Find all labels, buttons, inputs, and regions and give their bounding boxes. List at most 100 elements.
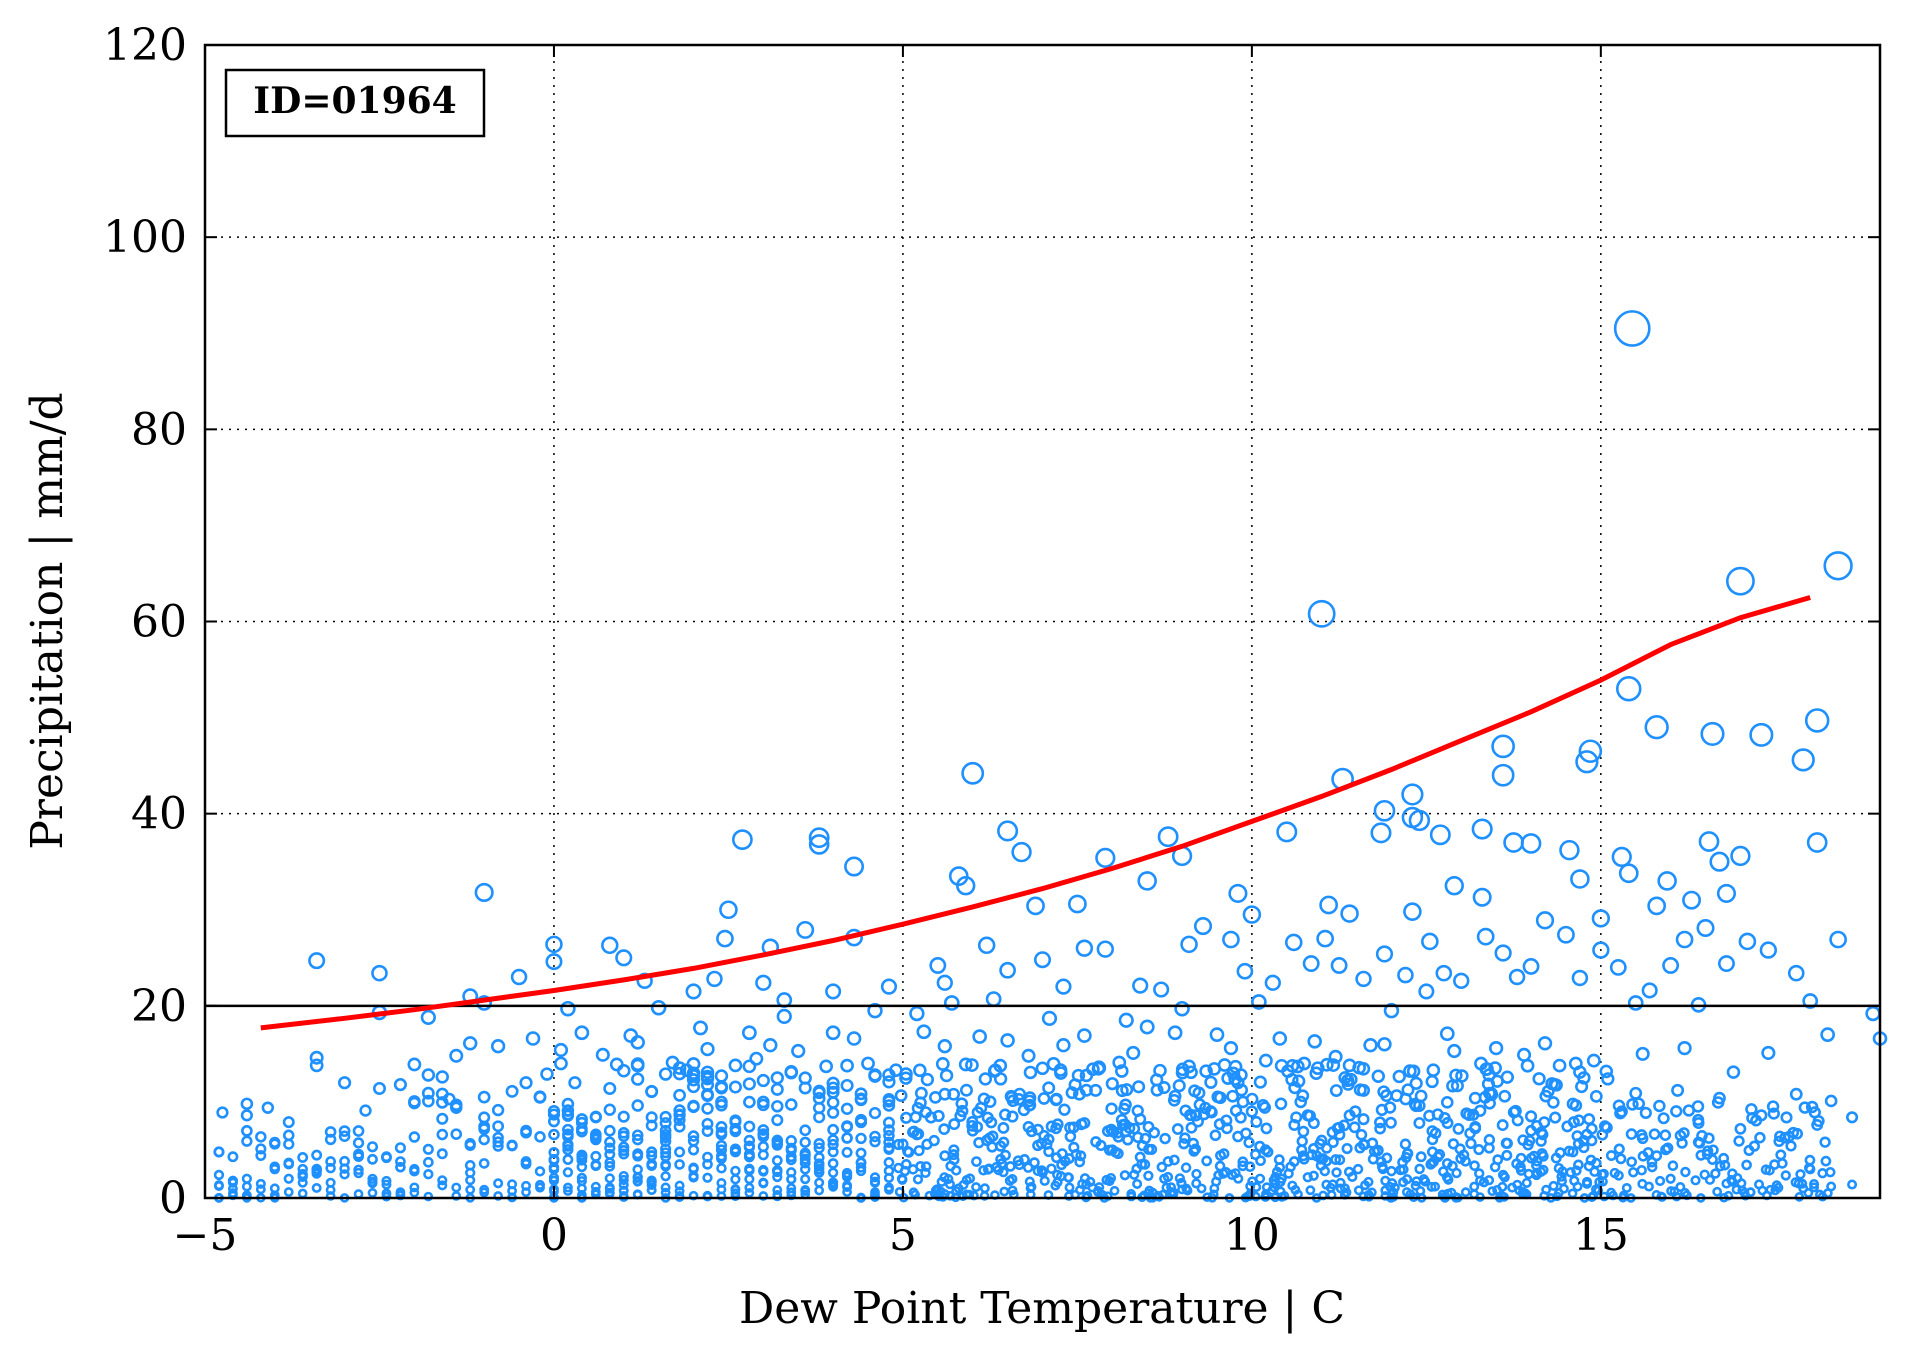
- scatter-point: [1381, 1152, 1393, 1164]
- scatter-point: [658, 1067, 673, 1081]
- scatter-point: [1228, 883, 1248, 903]
- scatter-point: [685, 983, 702, 1000]
- scatter-point: [948, 1149, 960, 1161]
- scatter-point: [1572, 1181, 1583, 1192]
- scatter-point: [855, 1116, 868, 1129]
- scatter-point: [631, 1099, 644, 1112]
- scatter-point: [796, 920, 815, 939]
- scatter-point: [1636, 1165, 1647, 1176]
- scatter-point: [1366, 1187, 1377, 1198]
- scatter-point: [1222, 930, 1240, 949]
- scatter-point: [1191, 1115, 1204, 1128]
- x-tick-label: −5: [173, 1210, 238, 1261]
- scatter-point: [715, 1139, 728, 1152]
- scatter-point: [1065, 1086, 1079, 1100]
- scatter-point: [1440, 1096, 1454, 1109]
- scatter-point: [1256, 1098, 1270, 1112]
- scatter-point: [1698, 831, 1720, 852]
- scatter-point: [1091, 1061, 1106, 1076]
- scatter-point: [1032, 1165, 1044, 1177]
- scatter-point: [1355, 970, 1372, 988]
- scatter-point: [1185, 1121, 1198, 1134]
- scatter-point: [1507, 1182, 1518, 1193]
- scatter-point: [1115, 1113, 1128, 1126]
- scatter-point: [1026, 896, 1045, 916]
- scatter-point: [1820, 1155, 1832, 1167]
- scatter-point: [1846, 1111, 1859, 1124]
- scatter-point: [929, 1091, 942, 1104]
- scatter-point: [493, 1191, 503, 1201]
- scatter-point: [1253, 1075, 1267, 1089]
- scatter-point: [1612, 1099, 1626, 1112]
- scatter-point: [1401, 806, 1424, 829]
- scatter-point: [1547, 1096, 1560, 1109]
- scatter-point: [716, 1191, 727, 1201]
- scatter-point: [632, 1175, 643, 1187]
- scatter-point: [1115, 1064, 1129, 1078]
- scatter-point: [827, 1158, 839, 1169]
- scatter-point: [1618, 863, 1639, 884]
- scatter-point: [913, 1145, 925, 1157]
- scatter-point: [1469, 1160, 1480, 1171]
- scatter-point: [601, 936, 619, 955]
- scatter-point: [436, 1128, 449, 1141]
- scatter-point: [1791, 748, 1815, 772]
- scatter-point: [1126, 1045, 1141, 1060]
- scatter-point: [1452, 1123, 1465, 1135]
- scatter-point: [1761, 1045, 1776, 1060]
- scatter-point: [1825, 1166, 1836, 1178]
- scatter-point: [744, 1188, 755, 1198]
- scatter-point: [867, 1002, 883, 1019]
- scatter-point: [1660, 1144, 1672, 1156]
- scatter-point: [1691, 1100, 1705, 1113]
- scatter-point: [1184, 1065, 1198, 1080]
- scatter-point: [1150, 1083, 1164, 1097]
- scatter-point: [1328, 1049, 1343, 1064]
- scatter-point: [1168, 1154, 1180, 1166]
- scatter-point: [283, 1158, 295, 1170]
- scatter-point: [1215, 1150, 1226, 1161]
- scatter-point: [961, 761, 985, 785]
- scatter-point: [929, 957, 947, 974]
- scatter-point: [700, 1065, 715, 1080]
- scatter-point: [1474, 1104, 1487, 1117]
- scatter-point: [1701, 1148, 1713, 1160]
- scatter-point: [1804, 1154, 1816, 1166]
- scatter-point: [1192, 1086, 1206, 1100]
- scatter-point: [1474, 1168, 1485, 1179]
- scatter-point: [800, 1185, 811, 1195]
- scatter-point: [840, 1078, 854, 1093]
- scatter-point: [951, 1186, 962, 1196]
- scatter-point: [465, 1184, 476, 1195]
- scatter-point: [1657, 871, 1677, 891]
- scatter-point: [1536, 1128, 1549, 1141]
- scatter-point: [1174, 1173, 1185, 1184]
- scatter-point: [948, 1118, 961, 1131]
- scatter-point: [491, 1103, 505, 1117]
- scatter-point: [1204, 1075, 1218, 1089]
- scatter-point: [971, 1182, 982, 1193]
- scatter-point: [995, 1153, 1007, 1165]
- scatter-point: [1418, 983, 1435, 1000]
- scatter-point: [948, 1144, 960, 1156]
- scatter-point: [884, 1184, 894, 1195]
- scatter-point: [1132, 1178, 1143, 1189]
- scatter-point: [1119, 1170, 1131, 1181]
- scatter-point: [339, 1155, 350, 1167]
- scatter-point: [1573, 1159, 1584, 1171]
- scatter-point: [1524, 1110, 1538, 1123]
- scatter-point: [1563, 1145, 1575, 1157]
- scatter-point: [1659, 1129, 1672, 1141]
- scatter-point: [1228, 1059, 1243, 1074]
- scatter-point: [492, 1131, 504, 1144]
- scatter-point: [1820, 1027, 1836, 1043]
- scatter-point: [1353, 1083, 1367, 1097]
- scatter-point: [1578, 1135, 1590, 1147]
- scatter-point: [743, 1134, 756, 1147]
- scatter-point: [882, 1075, 896, 1089]
- scatter-point: [1370, 822, 1392, 844]
- scatter-point: [1641, 982, 1658, 999]
- scatter-point: [1162, 1156, 1174, 1167]
- scatter-point: [1414, 1163, 1425, 1175]
- scatter-point: [1556, 1171, 1567, 1182]
